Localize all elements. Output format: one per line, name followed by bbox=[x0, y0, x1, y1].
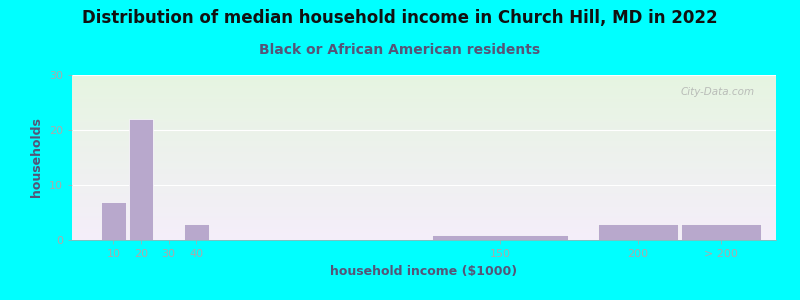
Bar bbox=[432, 235, 567, 240]
X-axis label: household income ($1000): household income ($1000) bbox=[330, 265, 518, 278]
Text: Distribution of median household income in Church Hill, MD in 2022: Distribution of median household income … bbox=[82, 9, 718, 27]
Bar bbox=[184, 224, 209, 240]
Text: Black or African American residents: Black or African American residents bbox=[259, 44, 541, 58]
Bar bbox=[129, 119, 154, 240]
Y-axis label: households: households bbox=[30, 118, 43, 197]
Bar bbox=[101, 202, 126, 240]
Bar bbox=[681, 224, 761, 240]
Text: City-Data.com: City-Data.com bbox=[681, 86, 755, 97]
Bar bbox=[598, 224, 678, 240]
